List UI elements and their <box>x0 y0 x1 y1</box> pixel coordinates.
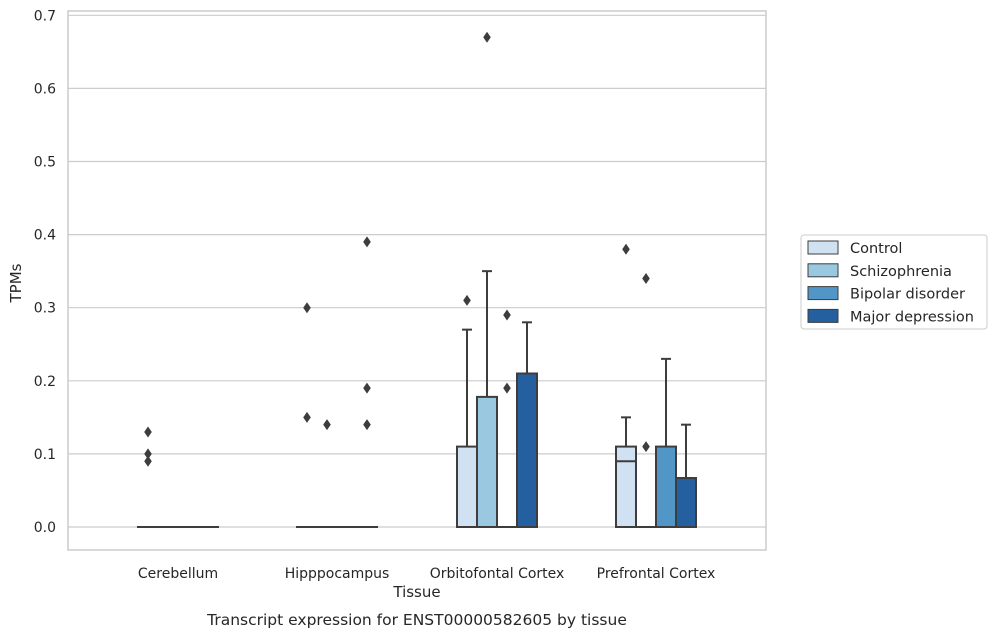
box-major-depression <box>675 423 697 529</box>
y-tick-label: 0.2 <box>34 374 56 390</box>
box-control <box>296 302 318 529</box>
y-tick-label: 0.3 <box>34 301 56 317</box>
x-tick-label: Orbitofontal Cortex <box>430 566 565 582</box>
outlier-point <box>642 441 650 453</box>
box-major-depression <box>516 321 538 528</box>
y-tick-label: 0.4 <box>34 228 56 244</box>
legend-swatch <box>807 308 839 323</box>
outlier-point <box>642 272 650 284</box>
box-body <box>516 372 538 528</box>
legend-frame <box>800 234 988 330</box>
box-body <box>615 445 637 528</box>
y-tick-label: 0.7 <box>34 8 56 24</box>
outlier-point <box>144 426 152 438</box>
outlier-point <box>303 302 311 314</box>
legend-swatch <box>807 263 839 278</box>
boxes <box>137 31 697 529</box>
outlier-point <box>622 243 630 255</box>
box-major-depression <box>356 236 378 529</box>
x-tick-label: Hipppocampus <box>285 566 390 582</box>
legend: Control Schizophrenia Bipolar disorder Majo… <box>800 234 988 330</box>
legend-label: Bipolar disorder <box>850 287 965 303</box>
box-body <box>476 395 498 528</box>
plot-frame <box>67 10 767 551</box>
box-bipolar-disorder <box>655 357 677 528</box>
outlier-point <box>303 411 311 423</box>
outlier-point <box>463 294 471 306</box>
box-schizophrenia <box>316 419 338 529</box>
outlier-point <box>144 455 152 467</box>
box-control <box>456 294 478 528</box>
outlier-point <box>483 31 491 43</box>
outlier-point <box>144 448 152 460</box>
legend-label: Major depression <box>850 309 974 325</box>
outlier-point <box>363 236 371 248</box>
grid-lines <box>68 14 766 528</box>
box-schizophrenia <box>476 31 498 528</box>
legend-swatch <box>807 240 839 255</box>
outlier-point <box>503 309 511 321</box>
legend-swatch <box>807 286 839 301</box>
chart-caption: Transcript expression for ENST0000058260… <box>206 611 627 629</box>
x-tick-labels: Cerebellum Hipppocampus Orbitofontal Corte… <box>138 566 715 582</box>
y-tick-label: 0.0 <box>34 520 56 536</box>
box-bipolar-disorder <box>496 309 518 529</box>
outlier-point <box>503 382 511 394</box>
legend-label: Control <box>850 241 902 257</box>
box-body <box>655 445 677 528</box>
x-tick-label: Cerebellum <box>138 566 218 582</box>
y-axis-label: TPMs <box>7 263 25 303</box>
outlier-point <box>363 382 371 394</box>
y-tick-label: 0.6 <box>34 81 56 97</box>
box-control <box>137 426 159 529</box>
x-tick-label: Prefrontal Cortex <box>597 566 716 582</box>
legend-label: Schizophrenia <box>850 264 952 280</box>
box-body <box>456 445 478 528</box>
box-body <box>675 477 697 529</box>
y-tick-label: 0.5 <box>34 155 56 171</box>
outlier-point <box>363 419 371 431</box>
y-tick-labels: 0.0 0.1 0.2 0.3 0.4 0.5 0.6 0.7 <box>34 8 56 536</box>
outlier-point <box>323 419 331 431</box>
y-tick-label: 0.1 <box>34 447 56 463</box>
box-schizophrenia <box>635 272 657 529</box>
box-control <box>615 243 637 528</box>
x-axis-label: Tissue <box>392 583 440 601</box>
